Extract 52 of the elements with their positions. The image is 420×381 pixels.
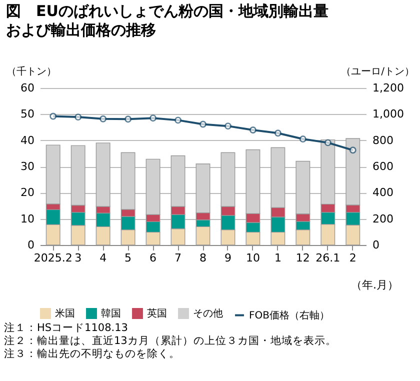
x-tick-label: 4: [100, 252, 107, 264]
y2-tick-label: 200: [372, 212, 394, 226]
y2-tick-label: 0: [372, 238, 380, 252]
point: [200, 120, 206, 128]
point: [150, 114, 157, 122]
point: [174, 116, 182, 124]
y2-tick-label: 1,200: [372, 82, 404, 94]
x-tick-label: 12: [296, 252, 310, 264]
legend-label: 米国: [55, 308, 75, 320]
y2-tick-label: 800: [372, 134, 394, 147]
y-tick-label: 10: [20, 212, 34, 226]
text: 注３：輸出先の不明なものを除く。: [4, 348, 181, 361]
y-axis-title: （千トン）: [6, 66, 56, 78]
x-tick-label: 5: [124, 252, 132, 264]
y-tick-label: 20: [20, 186, 34, 200]
point: [274, 130, 282, 137]
x-tick-label: 10: [246, 252, 260, 264]
y-tick-label: 0: [28, 238, 34, 252]
y2-tick-label: 1,000: [372, 108, 404, 121]
chart-title: 図 EUのばれいしょでん粉の国・地域別輸出量および輸出価格の推移: [6, 2, 328, 39]
point: [299, 136, 306, 142]
point: [50, 112, 57, 120]
point: [349, 146, 356, 154]
x-tick-label: 2025.2: [34, 252, 72, 264]
point: [124, 116, 132, 123]
y-tick-label: 60: [20, 82, 34, 94]
legend-label: FOB価格（右軸）: [249, 309, 330, 322]
point: [324, 139, 332, 146]
legend-label: その他: [193, 308, 223, 320]
legend-label: 英国: [147, 308, 167, 320]
x-tick-label: 6: [150, 252, 157, 264]
x-tick-label: 8: [200, 252, 206, 264]
y-tick-label: 50: [20, 108, 34, 121]
y2-axis-title: （ユーロ/トン）: [341, 66, 414, 78]
x-tick-label: 1: [274, 252, 282, 264]
legend-label: 韓国: [101, 308, 121, 320]
point: [224, 122, 232, 130]
x-tick-label: 9: [224, 252, 232, 264]
text: 注１：HSコード1108.13: [4, 322, 129, 335]
y2-tick-label: 600: [372, 160, 394, 173]
point: [249, 126, 256, 134]
x-tick-label: 3: [74, 252, 82, 264]
y-tick-label: 40: [20, 134, 34, 147]
y-tick-label: 30: [20, 160, 34, 173]
x-axis-title: （年.月）: [351, 278, 398, 292]
x-tick-label: 26.1: [316, 252, 340, 264]
point: [100, 115, 107, 122]
text: 注２：輸出量は、直近13カ月（累計）の上位３カ国・地域を表示。: [4, 335, 338, 348]
point: [74, 114, 82, 121]
x-tick-label: 2: [349, 252, 356, 264]
x-tick-label: 7: [174, 252, 182, 264]
y2-tick-label: 400: [372, 186, 394, 200]
